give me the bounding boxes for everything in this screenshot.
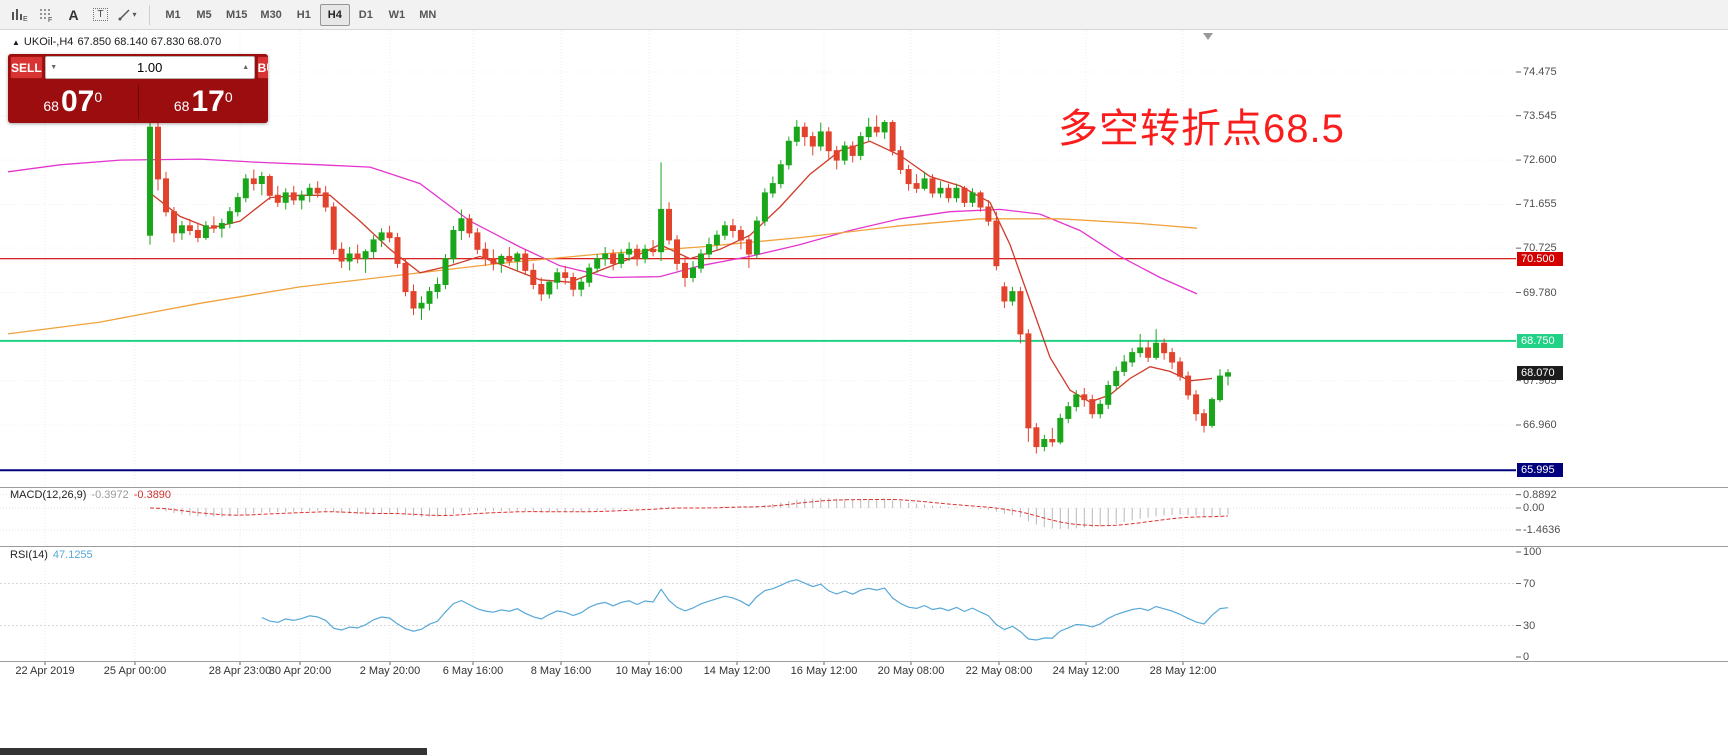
ma-line-mid-orange — [7, 218, 1198, 335]
timeframe-button-d1[interactable]: D1 — [351, 4, 381, 26]
timeframe-button-h1[interactable]: H1 — [289, 4, 319, 26]
macd-signal-value: -0.3890 — [133, 489, 172, 501]
volume-decrease-button[interactable]: ▼ — [50, 64, 58, 71]
bid-superscript: 0 — [94, 89, 103, 105]
ask-price-display: 68 17 0 — [139, 87, 269, 117]
timeframe-button-m1[interactable]: M1 — [158, 4, 188, 26]
text-a-icon: A — [68, 6, 79, 23]
macd-main-value: -0.3972 — [91, 489, 129, 501]
chart-shift-icon[interactable] — [1203, 33, 1213, 40]
chart-toolbar: E F A T ▾ M1 M5 M15 M30 H1 H4 D1 W1 MN — [0, 0, 1728, 30]
bid-big-digits: 07 — [60, 85, 95, 118]
bid-prefix: 68 — [43, 98, 59, 114]
bar-chart-e-tool-button[interactable]: E — [6, 3, 33, 27]
buy-button[interactable]: BUY — [256, 56, 268, 79]
text-tool-button[interactable]: A — [60, 3, 87, 27]
symbol-marker-icon: ▲ — [12, 38, 20, 47]
volume-input[interactable] — [61, 60, 238, 75]
svg-text:E: E — [23, 16, 28, 22]
grid-f-icon: F — [40, 8, 52, 23]
ma-line-slow-magenta — [7, 158, 1198, 295]
trade-controls-row: SELL ▼ ▲ BUY — [8, 54, 268, 81]
shapes-line-icon — [118, 9, 131, 21]
rsi-value: 47.1255 — [52, 549, 93, 561]
chevron-down-icon: ▾ — [132, 10, 137, 19]
chart-annotation-text: 多空转折点68.5 — [1058, 107, 1345, 151]
textbox-tool-button[interactable]: T — [87, 3, 114, 27]
textbox-t-icon: T — [93, 8, 108, 21]
rsi-line — [261, 579, 1229, 641]
grid-f-tool-button[interactable]: F — [33, 3, 60, 27]
symbol-ohlc-values: 67.850 68.140 67.830 68.070 — [77, 36, 222, 48]
timeframe-button-m15[interactable]: M15 — [220, 4, 253, 26]
rsi-name: RSI(14) — [10, 549, 48, 561]
timeframe-button-m5[interactable]: M5 — [189, 4, 219, 26]
macd-signal-line — [149, 498, 1229, 527]
shapes-dropdown-button[interactable]: ▾ — [114, 3, 141, 27]
timeframe-button-h4[interactable]: H4 — [319, 3, 350, 26]
rsi-indicator-label: RSI(14) 47.1255 — [10, 549, 98, 561]
trade-prices-row: 68 07 0 68 17 0 — [8, 81, 268, 123]
timeframe-button-m30[interactable]: M30 — [254, 4, 287, 26]
macd-name: MACD(12,26,9) — [10, 489, 87, 501]
svg-text:F: F — [48, 17, 52, 23]
timeframe-row: M1 M5 M15 M30 H1 H4 D1 W1 MN — [158, 3, 443, 26]
bottom-bar — [0, 748, 427, 755]
volume-control: ▼ ▲ — [44, 56, 255, 79]
symbol-ohlc-line: ▲ UKOil-,H4 67.850 68.140 67.830 68.070 — [12, 36, 225, 48]
toolbar-separator — [149, 4, 150, 25]
ask-big-digits: 17 — [191, 85, 225, 118]
volume-increase-button[interactable]: ▲ — [242, 64, 250, 71]
timeframe-button-mn[interactable]: MN — [413, 4, 443, 26]
sell-button[interactable]: SELL — [10, 56, 43, 79]
ask-superscript: 0 — [224, 89, 233, 105]
timeframe-button-w1[interactable]: W1 — [382, 4, 412, 26]
bar-chart-e-icon: E — [12, 9, 28, 22]
ask-prefix: 68 — [173, 98, 190, 114]
bid-price-display: 68 07 0 — [8, 87, 138, 117]
symbol-name: UKOil-,H4 — [23, 36, 74, 48]
ma-line-fast-red — [149, 140, 1213, 403]
price-divider — [137, 85, 139, 119]
macd-indicator-label: MACD(12,26,9) -0.3972 -0.3890 — [10, 489, 176, 501]
